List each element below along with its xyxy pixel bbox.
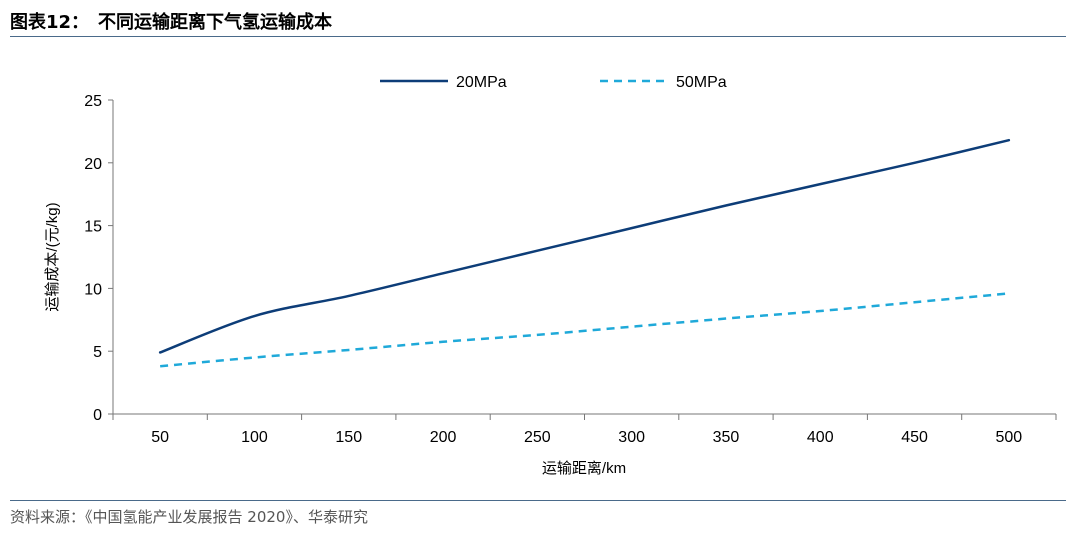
figure-title: 图表12： 不同运输距离下气氢运输成本 bbox=[10, 12, 333, 33]
x-tick-label: 300 bbox=[618, 429, 645, 446]
legend-label-20mpa: 20MPa bbox=[456, 74, 507, 91]
series-line-20mpa bbox=[158, 138, 1011, 354]
y-tick-label: 20 bbox=[84, 156, 102, 173]
y-tick-label: 0 bbox=[93, 407, 102, 424]
y-tick-label: 10 bbox=[84, 281, 102, 298]
chart-ticks: 0 5 10 15 20 25 50 100 150 200 250 300 350 400 450 500 bbox=[84, 93, 1057, 446]
top-divider bbox=[10, 36, 1066, 37]
y-axis-label: 运输成本/(元/kg) bbox=[44, 202, 61, 311]
x-tick-label: 50 bbox=[151, 429, 169, 446]
y-tick-label: 25 bbox=[84, 93, 102, 110]
legend-label-50mpa: 50MPa bbox=[676, 74, 727, 91]
x-tick-label: 400 bbox=[807, 429, 834, 446]
x-tick-label: 350 bbox=[713, 429, 740, 446]
x-tick-label: 200 bbox=[430, 429, 457, 446]
chart-series bbox=[158, 138, 1011, 368]
chart-legend: 20MPa 50MPa bbox=[380, 74, 727, 91]
source-note: 资料来源：《中国氢能产业发展报告 2020》、华泰研究 bbox=[10, 508, 368, 526]
series-line-50mpa bbox=[160, 292, 1009, 368]
y-tick-label: 15 bbox=[84, 219, 102, 236]
chart-axes bbox=[112, 100, 1056, 415]
y-tick-label: 5 bbox=[93, 344, 102, 361]
x-tick-label: 100 bbox=[241, 429, 268, 446]
x-tick-label: 450 bbox=[901, 429, 928, 446]
bottom-divider bbox=[10, 500, 1066, 501]
x-tick-label: 500 bbox=[995, 429, 1022, 446]
x-tick-label: 250 bbox=[524, 429, 551, 446]
x-tick-label: 150 bbox=[335, 429, 362, 446]
x-axis-label: 运输距离/km bbox=[542, 460, 626, 477]
